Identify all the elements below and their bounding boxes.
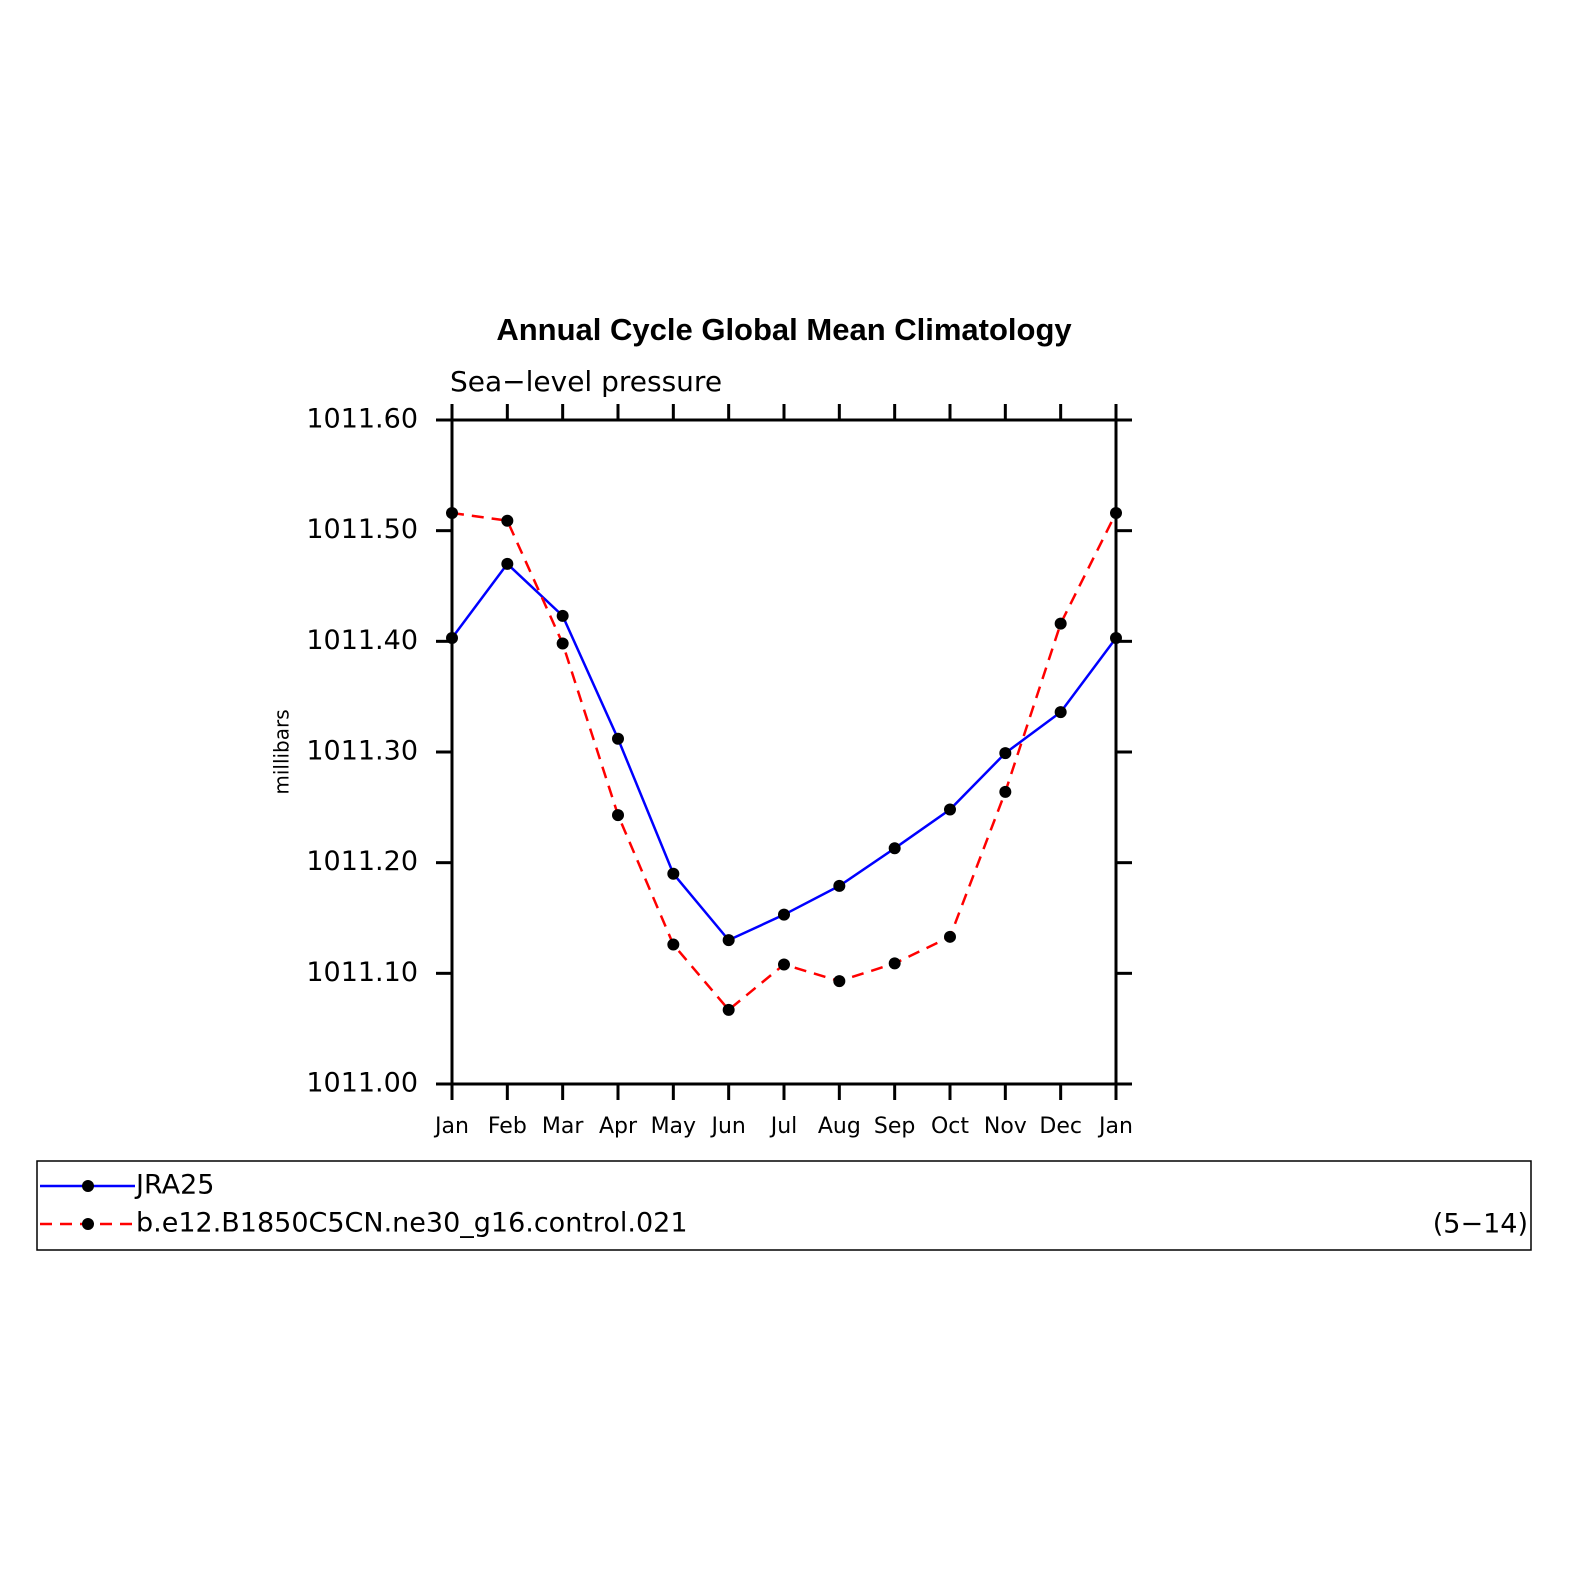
x-tick-label: Mar (542, 1114, 584, 1139)
annotation: (5−14) (1433, 1209, 1528, 1240)
y-axis-label: millibars (270, 709, 294, 794)
data-point (778, 908, 790, 921)
series-line (451, 511, 1118, 1012)
data-point (501, 557, 514, 570)
y-tick-label: 1011.30 (306, 736, 418, 767)
x-tick-label: Nov (984, 1114, 1027, 1139)
data-point (888, 842, 901, 855)
data-point (888, 957, 901, 970)
x-tick-label: Jun (709, 1114, 745, 1139)
plot-frame (450, 418, 1118, 1086)
x-tick-label: Apr (599, 1114, 638, 1139)
legend-box (36, 1160, 1532, 1251)
data-point (556, 609, 569, 622)
legend-marker (82, 1218, 94, 1230)
y-tick-label: 1011.10 (306, 957, 418, 988)
data-point (833, 975, 846, 988)
x-tick-label: Jan (433, 1114, 469, 1139)
x-tick-label: Feb (488, 1114, 527, 1139)
x-tick-label: May (651, 1114, 696, 1139)
legend-label: JRA25 (134, 1170, 214, 1201)
y-tick-label: 1011.60 (306, 404, 418, 435)
x-tick-label: Sep (874, 1114, 915, 1139)
data-point (446, 632, 458, 645)
data-point (833, 879, 846, 892)
x-tick-label: Jul (769, 1114, 798, 1139)
data-point (944, 803, 956, 816)
data-point (667, 867, 680, 880)
x-tick-label: Aug (818, 1114, 861, 1139)
y-tick-label: 1011.40 (306, 625, 418, 656)
x-tick-label: Jan (1097, 1114, 1133, 1139)
data-point (722, 934, 735, 947)
legend-marker (82, 1180, 94, 1192)
data-point (1054, 617, 1067, 630)
legend-label: b.e12.B1850C5CN.ne30_g16.control.021 (136, 1208, 688, 1239)
data-point (944, 930, 956, 943)
x-tick-label: Dec (1039, 1114, 1082, 1139)
data-point (612, 809, 624, 822)
data-point (1110, 632, 1122, 645)
y-tick-label: 1011.00 (306, 1068, 418, 1099)
data-point (612, 732, 624, 745)
data-point (999, 785, 1012, 798)
data-point (446, 506, 458, 519)
data-point (1054, 706, 1067, 719)
x-tick-label: Oct (931, 1114, 969, 1139)
data-point (1110, 506, 1122, 519)
data-point (722, 1003, 735, 1016)
data-point (999, 747, 1012, 760)
data-point (778, 958, 790, 971)
data-point (556, 637, 569, 650)
data-point (667, 938, 680, 951)
chart-subtitle: Sea−level pressure (450, 365, 722, 398)
chart-title: Annual Cycle Global Mean Climatology (496, 312, 1072, 347)
y-tick-label: 1011.50 (306, 514, 418, 545)
y-tick-label: 1011.20 (306, 846, 418, 877)
data-point (501, 514, 514, 527)
